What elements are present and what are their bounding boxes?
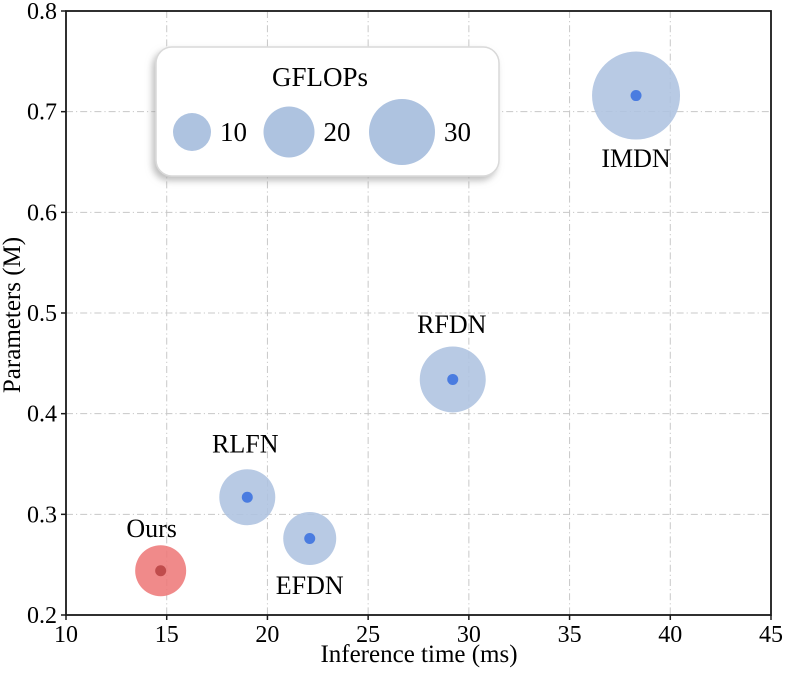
y-axis-label: Parameters (M) xyxy=(0,237,26,393)
x-tick-label: 45 xyxy=(759,622,783,648)
point-label-rfdn: RFDN xyxy=(417,310,487,339)
legend-bubble-30 xyxy=(369,99,435,165)
tick-layer: 10 15 20 25 30 35 40 45 0.2 0.3 0.4 0.5 0.6 0.7 0.8 xyxy=(27,0,783,648)
legend-label-20: 20 xyxy=(324,117,351,147)
x-tick-label: 15 xyxy=(155,622,179,648)
legend-bubble-10 xyxy=(173,113,211,151)
legend-label-10: 10 xyxy=(220,117,247,147)
bubble-center-dot-rfdn xyxy=(447,373,459,385)
x-tick-label: 10 xyxy=(54,622,78,648)
y-tick-label: 0.6 xyxy=(27,200,57,226)
y-tick-label: 0.4 xyxy=(27,402,57,428)
point-label-efdn: EFDN xyxy=(276,571,344,600)
x-tick-label: 25 xyxy=(356,622,380,648)
x-tick-label: 35 xyxy=(558,622,582,648)
x-axis-label: Inference time (ms) xyxy=(320,641,517,668)
y-tick-label: 0.5 xyxy=(27,301,57,327)
point-label-rlfn: RLFN xyxy=(212,430,279,459)
y-tick-label: 0.2 xyxy=(27,603,57,629)
x-tick-label: 30 xyxy=(457,622,481,648)
legend: GFLOPs 10 20 30 xyxy=(155,46,500,177)
bubble-center-dot-ours xyxy=(155,565,167,577)
x-tick-label: 40 xyxy=(658,622,682,648)
y-tick-label: 0.8 xyxy=(27,0,57,25)
y-tick-label: 0.3 xyxy=(27,502,57,528)
y-tick-label: 0.7 xyxy=(27,100,57,126)
legend-label-30: 30 xyxy=(444,117,471,147)
legend-bubble-20 xyxy=(263,106,315,158)
x-tick-label: 20 xyxy=(255,622,279,648)
bubble-center-dot-imdn xyxy=(630,90,642,102)
point-label-imdn: IMDN xyxy=(601,144,671,173)
bubble-center-dot-efdn xyxy=(304,532,316,544)
bubble-center-dot-rlfn xyxy=(241,491,253,503)
legend-title: GFLOPs xyxy=(272,62,368,92)
point-label-ours: Ours xyxy=(126,514,177,543)
point-layer: Ours RLFN EFDN RFDN IMDN xyxy=(126,51,681,600)
